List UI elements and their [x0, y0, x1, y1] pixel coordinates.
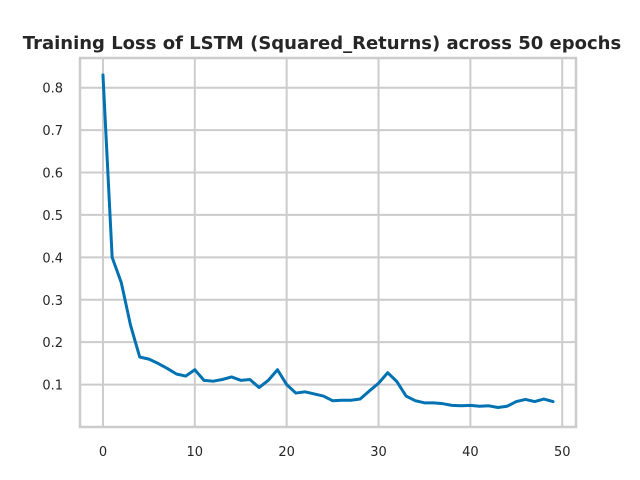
- chart-title: Training Loss of LSTM (Squared_Returns) …: [23, 33, 621, 54]
- y-tick-label: 0.7: [42, 124, 63, 139]
- x-tick-label: 20: [278, 445, 295, 460]
- x-tick-label: 10: [187, 445, 204, 460]
- x-tick-label: 50: [554, 445, 571, 460]
- x-tick-label: 0: [99, 445, 107, 460]
- x-axis-ticks: 0 10 20 30 40 50: [99, 445, 571, 460]
- y-tick-label: 0.1: [42, 379, 63, 394]
- y-tick-label: 0.3: [42, 294, 63, 309]
- grid: [80, 58, 576, 427]
- y-tick-label: 0.6: [42, 167, 63, 182]
- y-axis-ticks: 0.1 0.2 0.3 0.4 0.5 0.6 0.7 0.8: [42, 82, 63, 394]
- plot-frame: [78, 56, 578, 429]
- series-line-0: [101, 73, 555, 409]
- x-tick-label: 40: [462, 445, 479, 460]
- y-tick-label: 0.2: [42, 336, 63, 351]
- y-tick-label: 0.5: [42, 209, 63, 224]
- x-tick-label: 30: [370, 445, 387, 460]
- y-tick-label: 0.4: [42, 251, 63, 266]
- y-tick-label: 0.8: [42, 82, 63, 97]
- series-layer: [101, 73, 555, 409]
